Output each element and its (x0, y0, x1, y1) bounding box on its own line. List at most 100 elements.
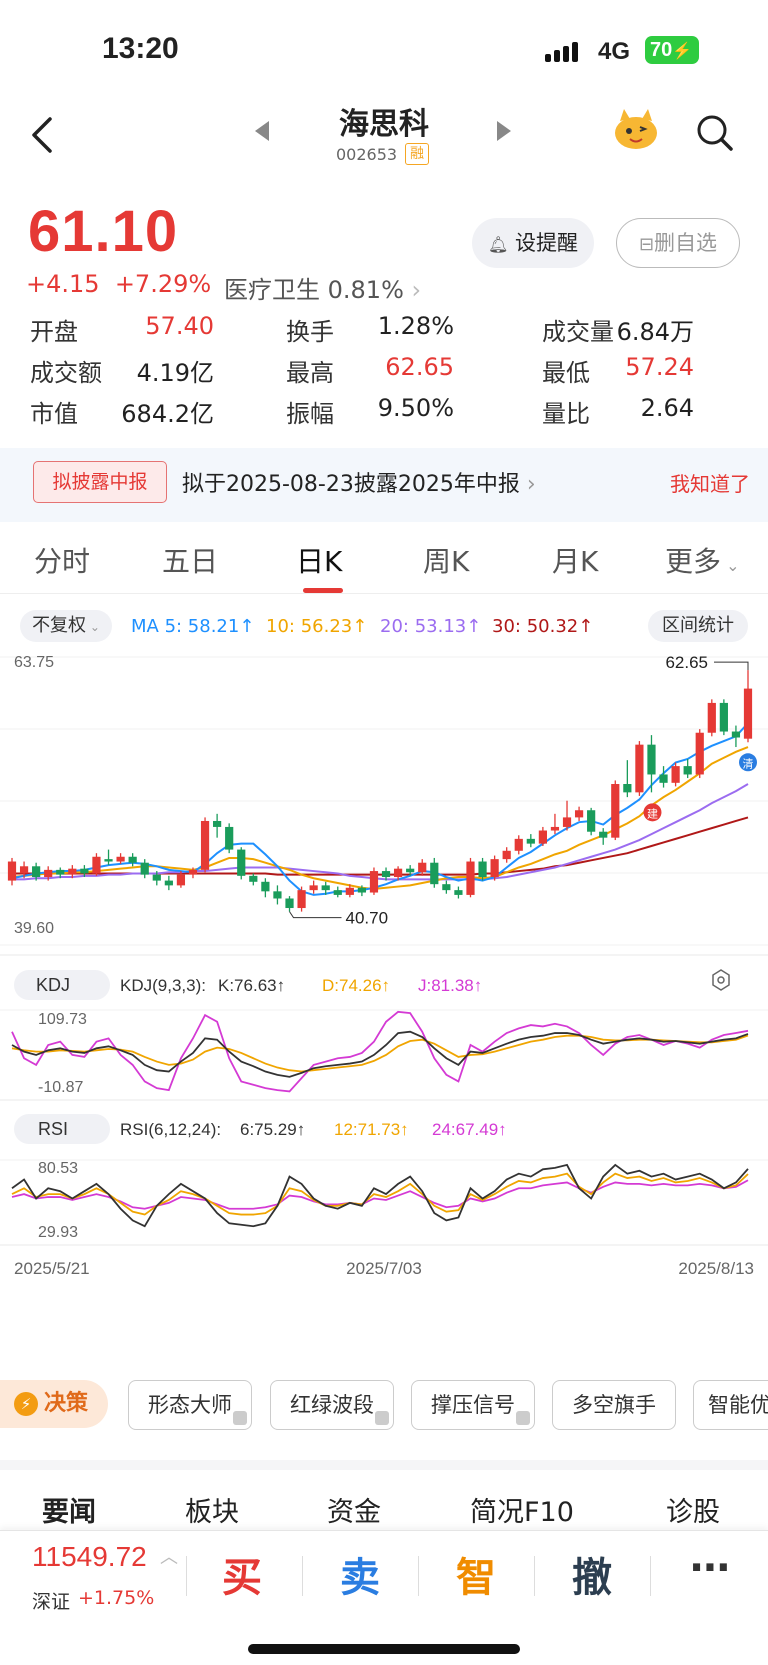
remove-watchlist-button[interactable]: ⊟删自选 (616, 218, 740, 268)
stat-label: 最高 (286, 359, 334, 387)
rsi-select (14, 1114, 110, 1144)
settings-icon (712, 969, 730, 991)
candle-body (261, 881, 270, 892)
index-name: 深证 (32, 1591, 71, 1613)
tool-support-resistance[interactable]: 撑压信号 (411, 1380, 535, 1430)
nav-bar: 海思科 002653 融 (0, 95, 768, 175)
candle-body (502, 850, 511, 860)
adjust-select[interactable]: 不复权 ⌄ (20, 610, 112, 642)
candle-body (213, 820, 222, 827)
candle-body (393, 868, 403, 878)
report-banner[interactable]: 拟披露中报 拟于2025-08-23披露2025年中报 › 我知道了 (0, 448, 768, 522)
tool-pattern-master[interactable]: 形态大师 (128, 1380, 252, 1430)
candle-body (659, 774, 668, 783)
tool-red-green-wave[interactable]: 红绿波段 (270, 1380, 394, 1430)
stat-value: 57.40 (145, 312, 214, 340)
smart-trade-button[interactable]: 智 (456, 1555, 496, 1601)
candle-body (32, 866, 41, 878)
dismiss-button[interactable]: 我知道了 (670, 472, 750, 496)
rsi12-line (11, 1172, 749, 1216)
low-leader (289, 911, 342, 919)
buy-button[interactable]: 买 (222, 1555, 262, 1601)
active-tab-indicator (303, 588, 343, 593)
rsi-24: 24:67.49↑ (432, 1120, 507, 1139)
stat-value: 2.64 (640, 394, 694, 422)
tab-intraday[interactable]: 分时 (34, 545, 91, 578)
stock-code: 002653 (336, 145, 398, 164)
index-change: +1.75% (78, 1587, 155, 1609)
candle-body (695, 732, 704, 775)
candle-body (152, 874, 161, 881)
next-stock-icon[interactable] (497, 121, 513, 141)
stat-label: 市值 (30, 400, 78, 428)
bottom-bar: 11549.72 ︿ 深证 +1.75% 买 卖 智 撤 ⋯ (0, 1530, 768, 1665)
candle-body (297, 890, 306, 909)
tab-weekly-k[interactable]: 周K (423, 545, 470, 578)
candle-body (635, 744, 644, 793)
candle-body (19, 866, 29, 874)
network-type: 4G (598, 38, 631, 65)
high-marker-label: 62.65 (665, 653, 708, 672)
tab-diagnosis[interactable]: 诊股 (666, 1497, 720, 1528)
kdj-ymin: -10.87 (38, 1079, 83, 1096)
candle-body (442, 884, 451, 891)
candle-body (611, 784, 620, 838)
range-stats-button[interactable]: 区间统计 (648, 610, 748, 642)
margin-tag: 融 (405, 143, 429, 165)
stat-row: 成交额 4.19亿 最高 62.65 最低 57.24 (30, 353, 738, 394)
tool-smart[interactable]: 智能优 (693, 1380, 768, 1430)
change-value: +4.15 (26, 270, 100, 298)
search-icon[interactable] (695, 113, 735, 153)
stat-label: 成交额 (30, 359, 102, 387)
tab-five-day[interactable]: 五日 (162, 545, 219, 578)
mascot-icon[interactable] (612, 107, 660, 151)
candle-body (430, 862, 439, 885)
candle-body (164, 880, 173, 886)
set-reminder-button[interactable]: 🔔︎ 设提醒 (472, 218, 594, 268)
buy-badge (643, 803, 662, 822)
stat-label: 最低 (542, 359, 590, 387)
tab-news[interactable]: 要闻 (42, 1497, 96, 1528)
candle-body (406, 868, 415, 873)
chevron-up-icon: ︿ (160, 1547, 178, 1568)
candle-body (140, 862, 149, 875)
candle-body (333, 890, 342, 895)
ma10-line (11, 746, 749, 890)
kdj-j-line (11, 1010, 749, 1093)
chart-tabs: 分时 五日 日K 周K 月K 更多 ⌄ (0, 530, 768, 594)
rsi-ymin: 29.93 (38, 1224, 78, 1241)
tab-sector[interactable]: 板块 (185, 1497, 239, 1528)
prev-stock-icon[interactable] (255, 121, 271, 141)
date-mid: 2025/7/03 (346, 1259, 422, 1278)
tab-more[interactable]: 更多 ⌄ (665, 545, 740, 578)
candle-body (225, 826, 234, 850)
stat-value: 62.65 (385, 353, 454, 381)
price-change: +4.15 +7.29% (26, 270, 211, 298)
report-tag: 拟披露中报 (33, 461, 167, 503)
kline-chart[interactable]: 63.75 39.60 62.65 40.70 建 清 KDJ KDJ(9,3,3): K:76… (0, 645, 768, 1365)
tab-funds[interactable]: 资金 (327, 1497, 381, 1528)
more-button[interactable]: ⋯ (690, 1545, 730, 1591)
ma30-label: 30: 50.32↑ (492, 616, 594, 637)
sell-button[interactable]: 卖 (340, 1555, 380, 1601)
candle-body (599, 831, 608, 838)
back-icon[interactable] (30, 117, 56, 153)
kdj-d: D:74.26↑ (322, 976, 390, 995)
candle-body (418, 862, 427, 873)
cancel-order-button[interactable]: 撤 (572, 1555, 612, 1601)
tab-monthly-k[interactable]: 月K (552, 545, 599, 578)
sector-link[interactable]: 医疗卫生 0.81% › (224, 276, 422, 304)
stat-label: 开盘 (30, 318, 78, 346)
candle-body (80, 868, 89, 874)
kdj-j: J:81.38↑ (418, 976, 482, 995)
tab-f10[interactable]: 简况F10 (470, 1497, 574, 1528)
ma5-label: MA 5: 58.21↑ (131, 616, 255, 637)
bell-icon: 🔔︎ (488, 235, 509, 254)
current-price: 61.10 (28, 199, 179, 264)
tool-bull-bear[interactable]: 多空旗手 (552, 1380, 676, 1430)
tab-daily-k[interactable]: 日K (296, 545, 343, 578)
candle-body (707, 702, 716, 733)
candle-body (357, 887, 367, 893)
settings-icon-center (717, 976, 725, 984)
decision-button[interactable]: ⚡ 决策 (0, 1380, 108, 1428)
